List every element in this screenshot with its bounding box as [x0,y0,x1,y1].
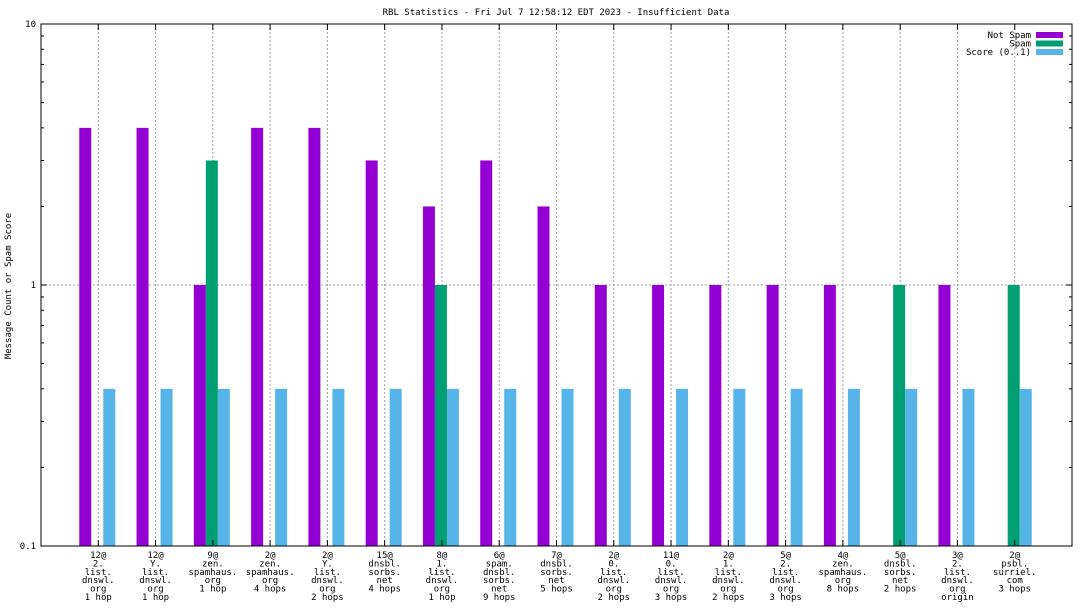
x-tick-label: 3@ 2. list. dnswl. org origin [941,551,974,603]
bar-1-16 [1007,285,1020,546]
x-tick-label: 6@ spam. dnsbl. sorbs. net 9 hops [483,551,516,603]
x-tick-label: 2@ psbl. surriel. com 3 hops [993,551,1036,595]
legend-label: Score (0..1) [966,48,1031,58]
bar-2-7 [504,388,517,546]
bar-0-10 [652,285,665,546]
legend-label: Not Spam [988,31,1031,41]
bar-2-16 [1019,388,1032,546]
x-tick-label: 5@ dnsbl. sorbs. net 2 hops [884,551,917,595]
bar-2-4 [332,388,345,546]
bar-2-15 [962,388,975,546]
bar-2-5 [389,388,402,546]
bars [79,127,1032,547]
bar-0-11 [709,285,722,546]
bar-0-15 [938,285,951,546]
bar-0-5 [365,160,378,546]
bar-0-0 [79,127,92,547]
legend-swatch [1036,32,1063,38]
bar-1-6 [434,285,447,546]
bar-2-6 [446,388,459,546]
bar-2-9 [618,388,631,546]
bar-2-2 [217,388,230,546]
bar-2-1 [160,388,173,546]
bar-0-7 [480,160,493,546]
x-tick-label: 2@ 0. list. dnswl. org 2 hops [598,551,631,603]
y-tick-label: 0.1 [20,542,36,552]
bar-0-3 [251,127,264,547]
bar-2-0 [103,388,116,546]
x-tick-label: 4@ zen. spamhaus. org 8 hops [818,551,867,595]
legend-swatch [1036,40,1063,47]
bar-1-2 [205,160,218,546]
y-axis-label: Message Count or Spam Score [4,213,14,359]
x-tick-label: 15@ dnsbl. sorbs. net 4 hops [368,551,401,595]
bar-0-4 [308,127,321,547]
x-tick-label: 2@ Y. list. dnswl. org 2 hops [311,551,344,603]
x-tick-label: 2@ zen. spamhaus. org 4 hops [246,551,295,595]
bar-2-11 [733,388,746,546]
x-tick-label: 9@ zen. spamhaus. org 1 hop [188,551,237,595]
bar-2-12 [790,388,803,546]
chart-title: RBL Statistics - Fri Jul 7 12:58:12 EDT … [383,8,730,18]
legend-swatch [1036,49,1063,55]
bar-0-1 [136,127,149,547]
x-tick-label: 12@ Y. list. dnswl. org 1 hop [139,551,172,603]
x-tick-label: 2@ 1. list. dnswl. org 2 hops [712,551,745,603]
bar-2-8 [561,388,574,546]
x-tick-label: 8@ 1. list. dnswl. org 1 hop [426,551,459,603]
bar-0-2 [193,285,206,546]
bar-2-14 [905,388,918,546]
y-axis-ticks: 0.1 1 10 [20,20,1072,552]
x-tick-label: 11@ 0. list. dnswl. org 3 hops [655,551,688,603]
bar-0-12 [766,285,779,546]
bar-1-14 [893,285,906,546]
bar-2-3 [275,388,288,546]
x-tick-label: 5@ 2. list. dnswl. org 3 hops [769,551,802,603]
x-tick-label: 7@ dnsbl. sorbs. net 5 hops [540,551,573,595]
bar-2-10 [676,388,689,546]
bar-0-9 [594,285,607,546]
y-tick-label: 10 [25,20,36,30]
y-tick-label: 1 [31,281,36,291]
bar-0-8 [537,206,550,547]
bar-0-13 [823,285,836,546]
x-tick-label: 12@ 2. list. dnswl. org 1 hop [82,551,115,603]
bar-2-13 [847,388,860,546]
bar-0-6 [422,206,435,547]
legend-label: Spam [1009,40,1031,50]
x-axis-ticks: 12@ 2. list. dnswl. org 1 hop 12@ Y. list. dnswl.… [82,24,1036,603]
